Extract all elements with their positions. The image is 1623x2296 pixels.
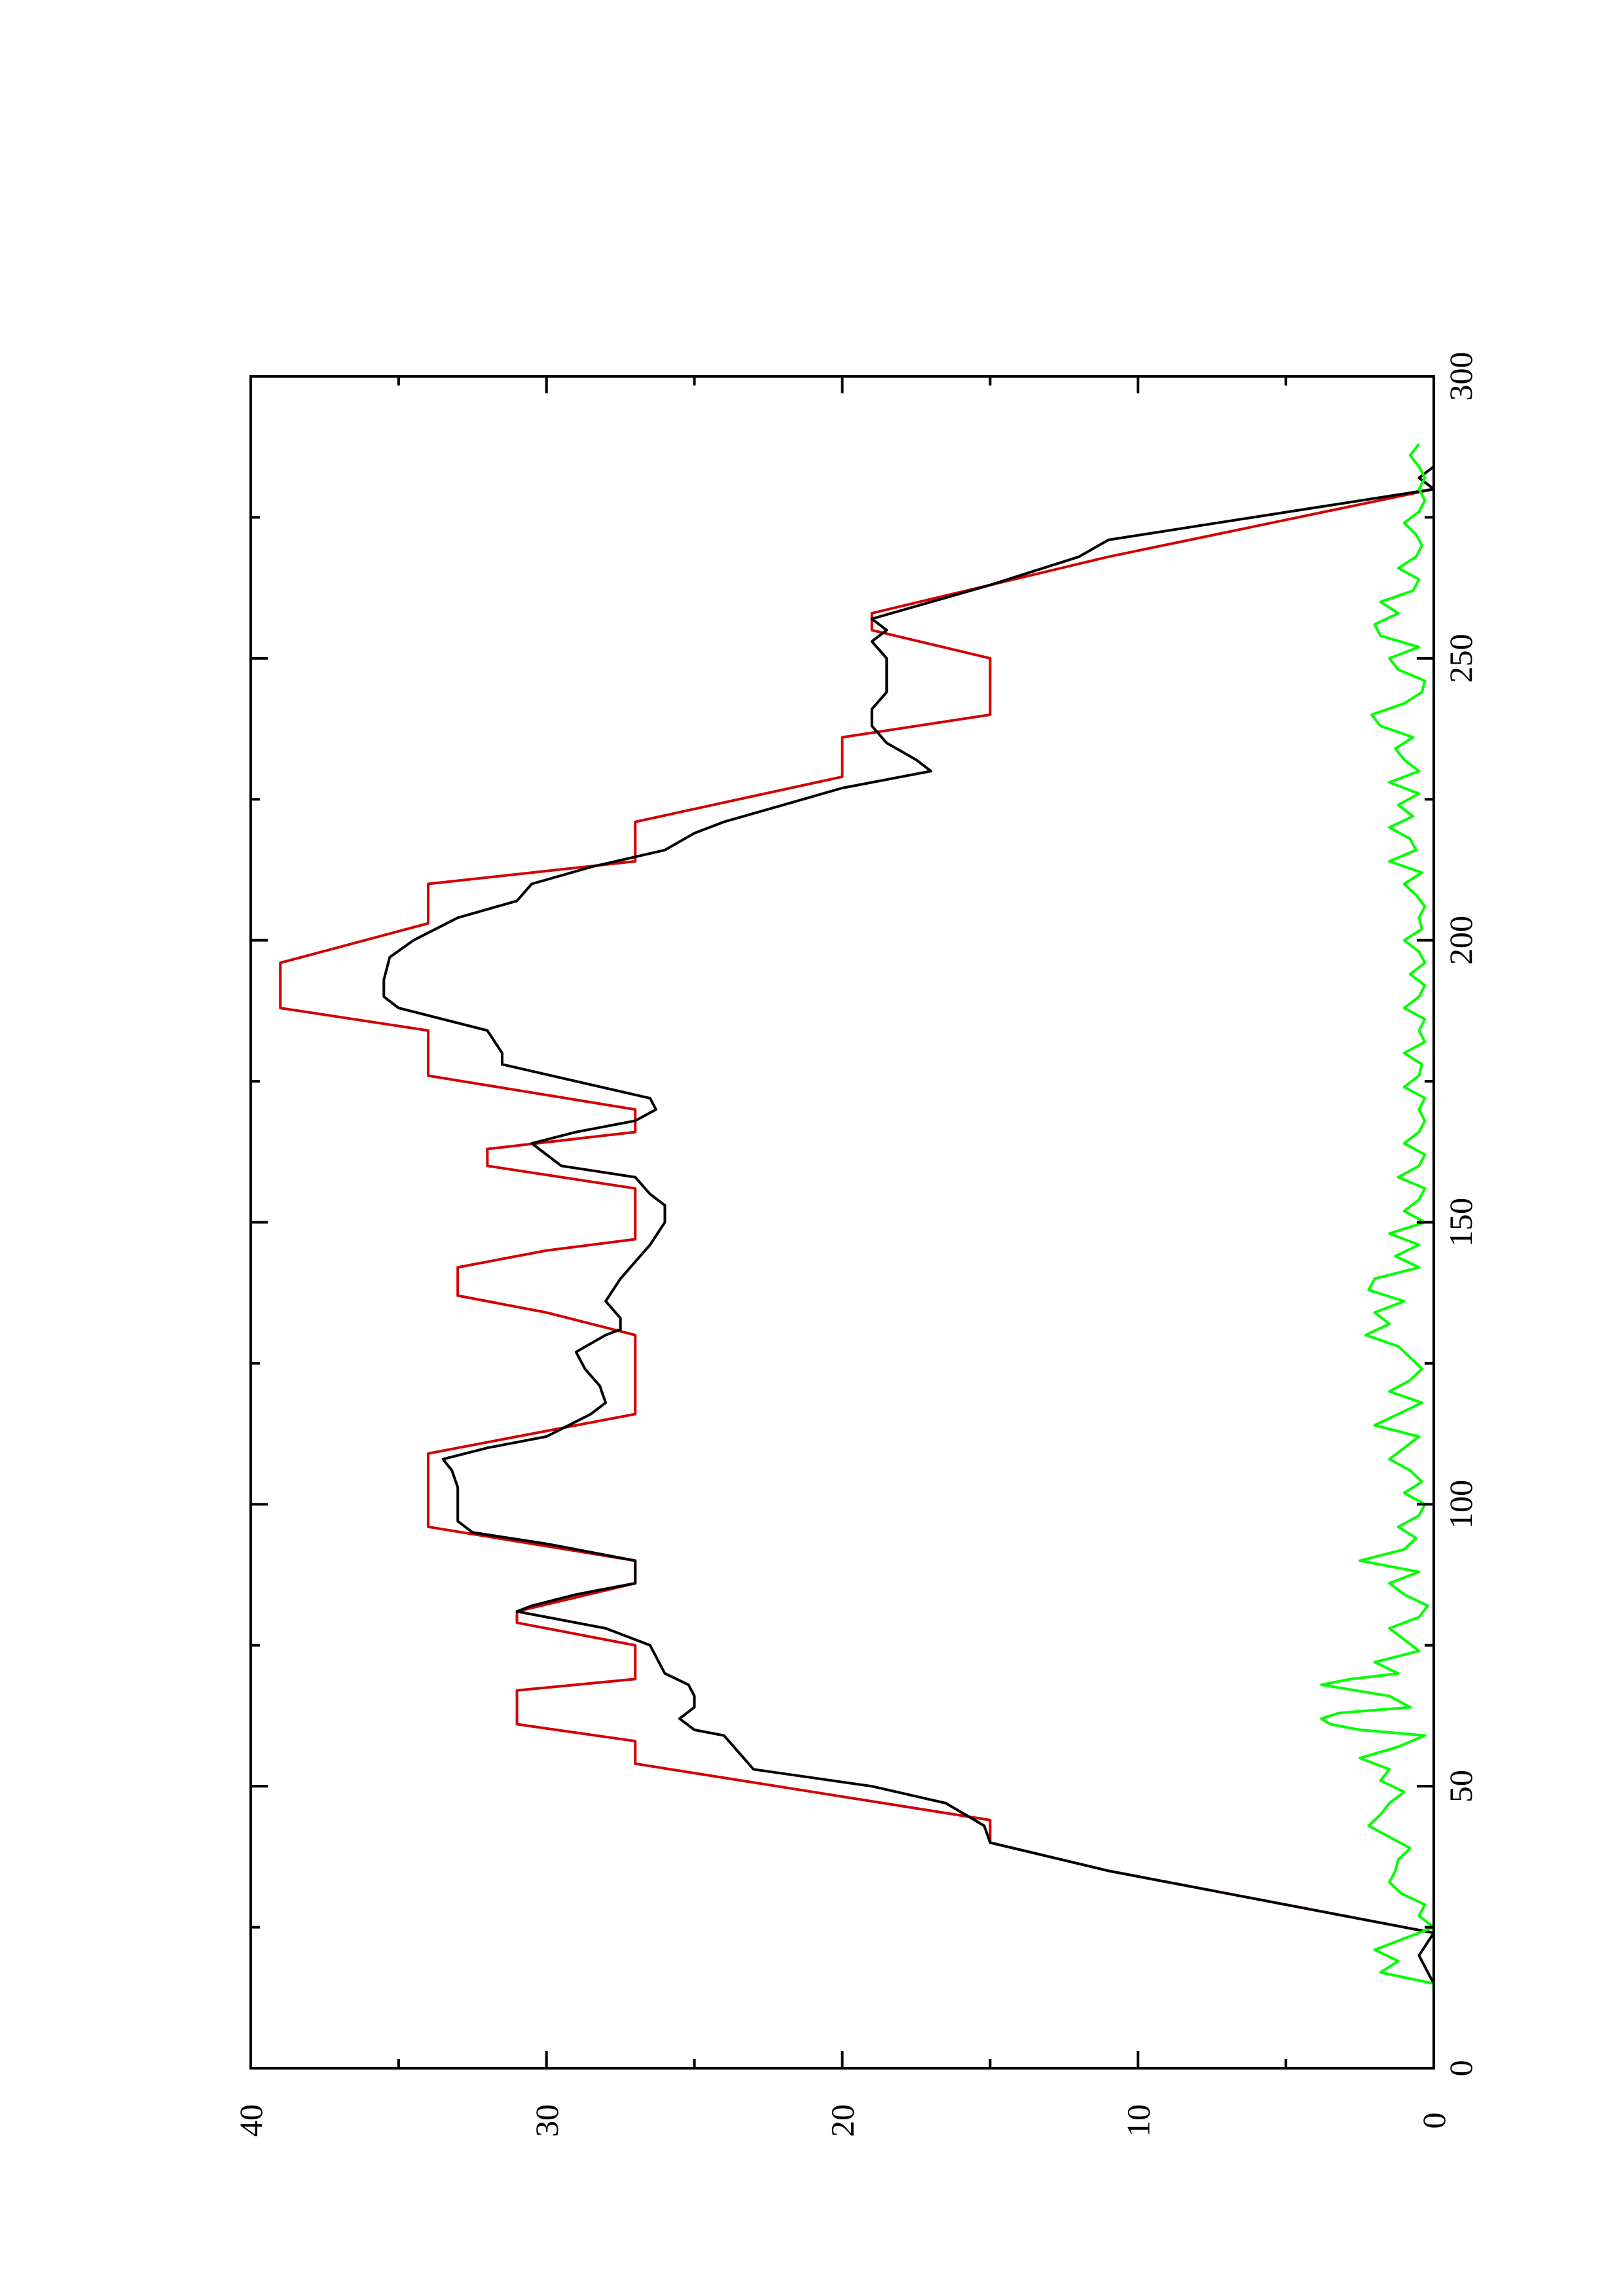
y-tick-label: 20 bbox=[824, 2104, 861, 2137]
x-tick-label: 250 bbox=[1442, 634, 1479, 683]
plot-frame bbox=[249, 375, 1435, 2070]
x-tick-label: 100 bbox=[1442, 1480, 1479, 1529]
x-tick-label: 200 bbox=[1442, 916, 1479, 965]
axis-layer: 0 50 100 150 200 250 300 0 10 20 30 40 bbox=[232, 352, 1479, 2138]
series-line-red bbox=[279, 376, 1435, 2068]
y-tick-label: 30 bbox=[528, 2104, 565, 2137]
y-tick-label: 40 bbox=[232, 2104, 269, 2137]
y-tick-label: 10 bbox=[1120, 2104, 1156, 2137]
series-layer bbox=[279, 376, 1435, 2068]
x-tick-label: 300 bbox=[1442, 352, 1479, 401]
x-tick-label: 0 bbox=[1442, 2060, 1479, 2077]
series-line-black bbox=[382, 376, 1435, 2068]
x-tick-label: 50 bbox=[1442, 1770, 1479, 1803]
x-tick-label: 150 bbox=[1442, 1198, 1479, 1247]
series-line-green bbox=[1320, 443, 1435, 2068]
y-tick-label: 0 bbox=[1415, 2113, 1452, 2129]
